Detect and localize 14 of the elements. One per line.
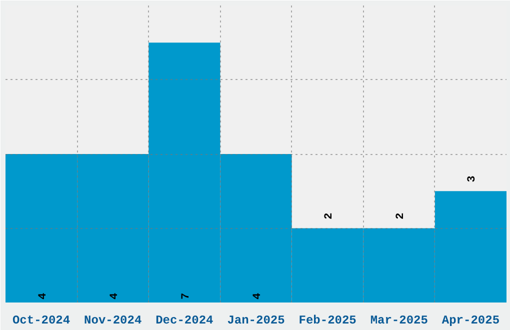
x-tick-label: Dec-2024	[156, 314, 214, 328]
x-tick-label: Apr-2025	[442, 314, 500, 328]
data-label: 3	[466, 175, 479, 182]
data-label: 2	[324, 212, 336, 220]
x-tick-label: Oct-2024	[12, 314, 70, 328]
x-tick-label: Jan-2025	[227, 314, 285, 328]
data-label: 2	[395, 212, 408, 220]
x-tick-label: Nov-2024	[84, 314, 142, 328]
data-label: 7	[180, 292, 192, 300]
x-tick-label: Mar-2025	[370, 314, 428, 328]
data-label: 4	[108, 292, 121, 300]
data-label: 4	[252, 292, 264, 300]
x-tick-label: Feb-2025	[298, 314, 356, 328]
data-label: 4	[37, 292, 50, 300]
